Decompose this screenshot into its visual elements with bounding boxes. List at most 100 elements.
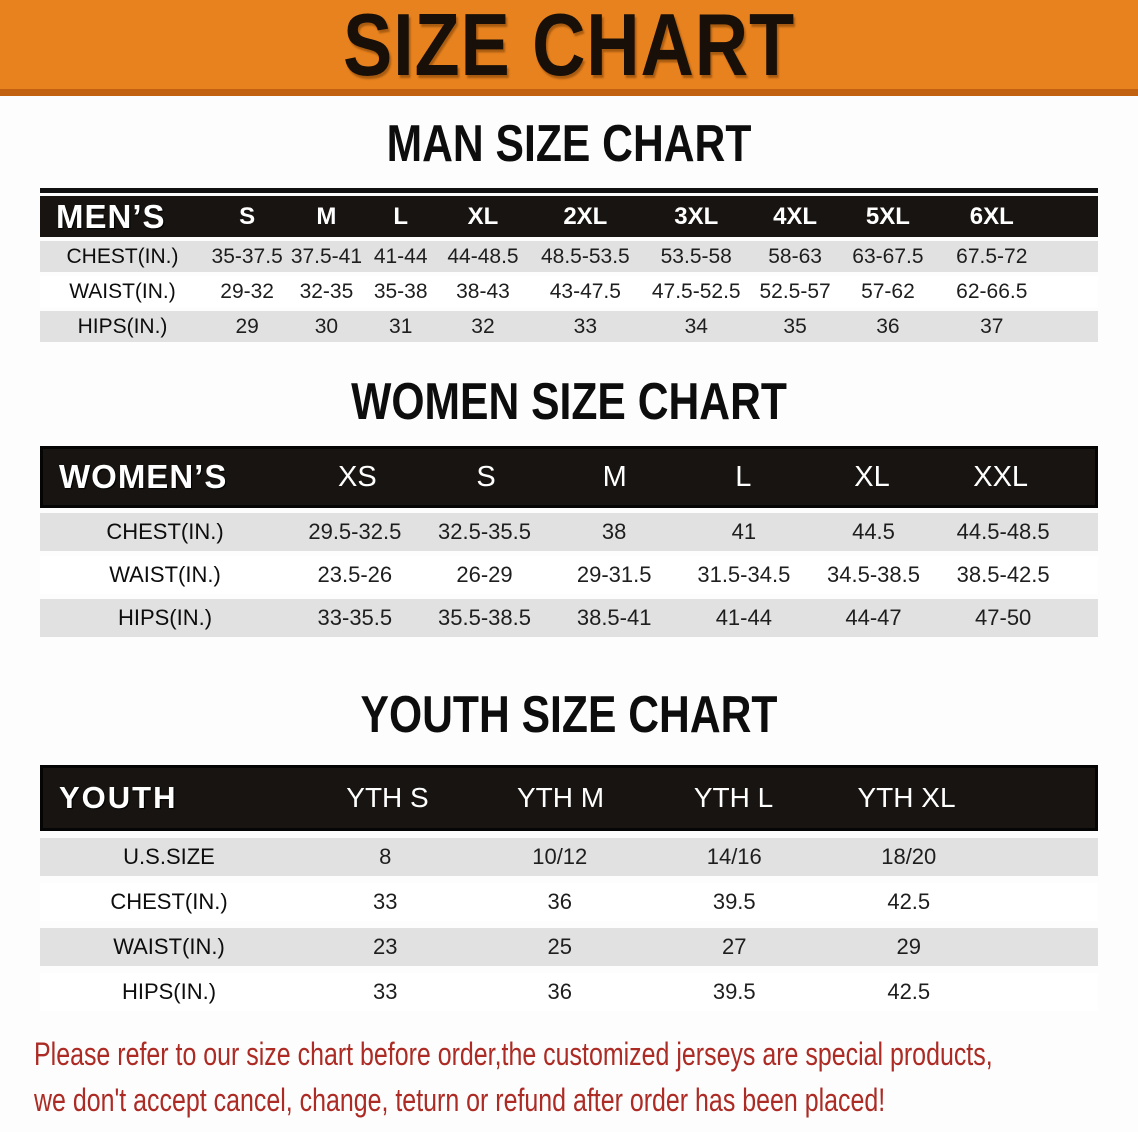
table-row: WAIST(IN.) 23.5-26 26-29 29-31.5 31.5-34.5 34… bbox=[40, 556, 1098, 594]
column-header: XL bbox=[854, 460, 890, 493]
page-title: SIZE CHART bbox=[343, 0, 795, 94]
cell-value: 32.5-35.5 bbox=[438, 519, 531, 544]
column-header: 4XL bbox=[773, 202, 818, 230]
cell-value: 39.5 bbox=[712, 979, 756, 1004]
cell-value: 38-43 bbox=[456, 279, 510, 303]
column-header: M bbox=[316, 202, 337, 230]
cell-value: 29 bbox=[896, 934, 921, 959]
note-line-1: Please refer to our size chart before or… bbox=[34, 1036, 993, 1072]
mens-section: MAN SIZE CHART MEN’S S M L XL 2XL 3XL 4XL 5XL 6XL… bbox=[0, 118, 1138, 342]
row-label: CHEST(IN.) bbox=[66, 244, 179, 268]
table-header-row: MEN’S S M L XL 2XL 3XL 4XL 5XL 6XL bbox=[40, 196, 1098, 237]
cell-value: 52.5-57 bbox=[759, 279, 831, 303]
table-row: U.S.SIZE 8 10/12 14/16 18/20 bbox=[40, 838, 1098, 876]
column-header: XS bbox=[337, 460, 377, 493]
youth-size-table: YOUTH YTH S YTH M YTH L YTH XL U.S.SIZE 8 10/12… bbox=[40, 765, 1098, 1011]
cell-value: 37.5-41 bbox=[290, 244, 363, 268]
row-label: HIPS(IN.) bbox=[77, 314, 168, 338]
column-header: 6XL bbox=[969, 202, 1014, 230]
cell-value: 38 bbox=[601, 519, 627, 544]
banner: SIZE CHART bbox=[0, 0, 1138, 96]
cell-value: 29-32 bbox=[220, 279, 274, 303]
column-header: S bbox=[476, 460, 496, 493]
cell-value: 27 bbox=[722, 934, 747, 959]
cell-value: 29-31.5 bbox=[576, 562, 652, 587]
table-row: HIPS(IN.) 33 36 39.5 42.5 bbox=[40, 973, 1098, 1011]
cell-value: 32 bbox=[471, 314, 495, 338]
table-header-label: YOUTH bbox=[59, 780, 178, 815]
cell-value: 36 bbox=[547, 889, 572, 914]
cell-value: 44-48.5 bbox=[447, 244, 519, 268]
cell-value: 36 bbox=[547, 979, 572, 1004]
womens-section: WOMEN SIZE CHART WOMEN’S XS S M L XL XXL CHEST(… bbox=[0, 376, 1138, 637]
row-label: WAIST(IN.) bbox=[109, 562, 221, 587]
cell-value: 62-66.5 bbox=[956, 279, 1028, 303]
row-label: HIPS(IN.) bbox=[117, 605, 213, 630]
cell-value: 43-47.5 bbox=[549, 279, 621, 303]
row-label: U.S.SIZE bbox=[123, 844, 215, 869]
cell-value: 47-50 bbox=[975, 605, 1032, 630]
cell-value: 63-67.5 bbox=[852, 244, 924, 268]
table-header-label: WOMEN’S bbox=[59, 458, 228, 495]
column-header: 5XL bbox=[865, 202, 910, 230]
mens-section-title: MAN SIZE CHART bbox=[386, 115, 752, 173]
cell-value: 10/12 bbox=[532, 844, 588, 869]
cell-value: 33 bbox=[573, 314, 598, 338]
cell-value: 44.5-48.5 bbox=[956, 519, 1050, 544]
column-header: L bbox=[393, 202, 409, 230]
column-header: M bbox=[602, 460, 627, 493]
column-header: 3XL bbox=[674, 202, 719, 230]
cell-value: 37 bbox=[980, 314, 1004, 338]
youth-section-title: YOUTH SIZE CHART bbox=[360, 686, 778, 744]
column-header: S bbox=[239, 202, 256, 230]
table-header-row: WOMEN’S XS S M L XL XXL bbox=[40, 446, 1098, 508]
cell-value: 48.5-53.5 bbox=[540, 244, 630, 268]
table-row: CHEST(IN.) 29.5-32.5 32.5-35.5 38 41 44.5 44.5… bbox=[40, 513, 1098, 551]
cell-value: 35-37.5 bbox=[211, 244, 283, 268]
cell-value: 23.5-26 bbox=[317, 562, 393, 587]
cell-value: 31 bbox=[389, 314, 413, 338]
row-label: WAIST(IN.) bbox=[69, 279, 176, 303]
youth-section: YOUTH SIZE CHART YOUTH YTH S YTH M YTH L YTH… bbox=[0, 689, 1138, 1011]
column-header: XL bbox=[467, 202, 499, 230]
table-top-border bbox=[40, 188, 1098, 193]
cell-value: 42.5 bbox=[887, 979, 931, 1004]
column-header: 2XL bbox=[563, 202, 608, 230]
cell-value: 18/20 bbox=[881, 844, 937, 869]
cell-value: 34.5-38.5 bbox=[827, 562, 920, 587]
order-note: Please refer to our size chart before or… bbox=[0, 1031, 1138, 1123]
row-label: CHEST(IN.) bbox=[110, 889, 228, 914]
cell-value: 38.5-42.5 bbox=[956, 562, 1050, 587]
column-header: YTH XL bbox=[857, 782, 956, 813]
cell-value: 36 bbox=[876, 314, 900, 338]
row-label: HIPS(IN.) bbox=[121, 979, 217, 1004]
cell-value: 31.5-34.5 bbox=[697, 562, 791, 587]
mens-size-table: MEN’S S M L XL 2XL 3XL 4XL 5XL 6XL CHEST(IN.) 35-37… bbox=[40, 188, 1098, 342]
column-header: YTH S bbox=[346, 782, 429, 813]
cell-value: 29 bbox=[235, 314, 259, 338]
column-header: XXL bbox=[973, 460, 1029, 493]
table-row: HIPS(IN.) 29 30 31 32 33 34 35 36 37 bbox=[40, 311, 1098, 342]
cell-value: 32-35 bbox=[299, 279, 354, 303]
row-label: WAIST(IN.) bbox=[113, 934, 225, 959]
row-label: CHEST(IN.) bbox=[106, 519, 224, 544]
table-header-row: YOUTH YTH S YTH M YTH L YTH XL bbox=[40, 765, 1098, 831]
column-header: L bbox=[735, 460, 752, 493]
cell-value: 58-63 bbox=[768, 244, 822, 268]
cell-value: 39.5 bbox=[712, 889, 756, 914]
cell-value: 14/16 bbox=[706, 844, 762, 869]
womens-size-table: WOMEN’S XS S M L XL XXL CHEST(IN.) 29.5-32.5 32.5… bbox=[40, 446, 1098, 637]
cell-value: 38.5-41 bbox=[576, 605, 652, 630]
column-header: YTH M bbox=[516, 782, 605, 813]
column-header: YTH L bbox=[693, 782, 774, 813]
cell-value: 44-47 bbox=[845, 605, 902, 630]
cell-value: 35 bbox=[783, 314, 807, 338]
cell-value: 35.5-38.5 bbox=[438, 605, 531, 630]
cell-value: 33-35.5 bbox=[317, 605, 393, 630]
table-row: CHEST(IN.) 35-37.5 37.5-41 41-44 44-48.5 48.5… bbox=[40, 241, 1098, 272]
note-line-2: we don't accept cancel, change, teturn o… bbox=[34, 1082, 886, 1118]
table-row: CHEST(IN.) 33 36 39.5 42.5 bbox=[40, 883, 1098, 921]
table-row: WAIST(IN.) 29-32 32-35 35-38 38-43 43-47.5 47.… bbox=[40, 276, 1098, 307]
cell-value: 8 bbox=[379, 844, 392, 869]
